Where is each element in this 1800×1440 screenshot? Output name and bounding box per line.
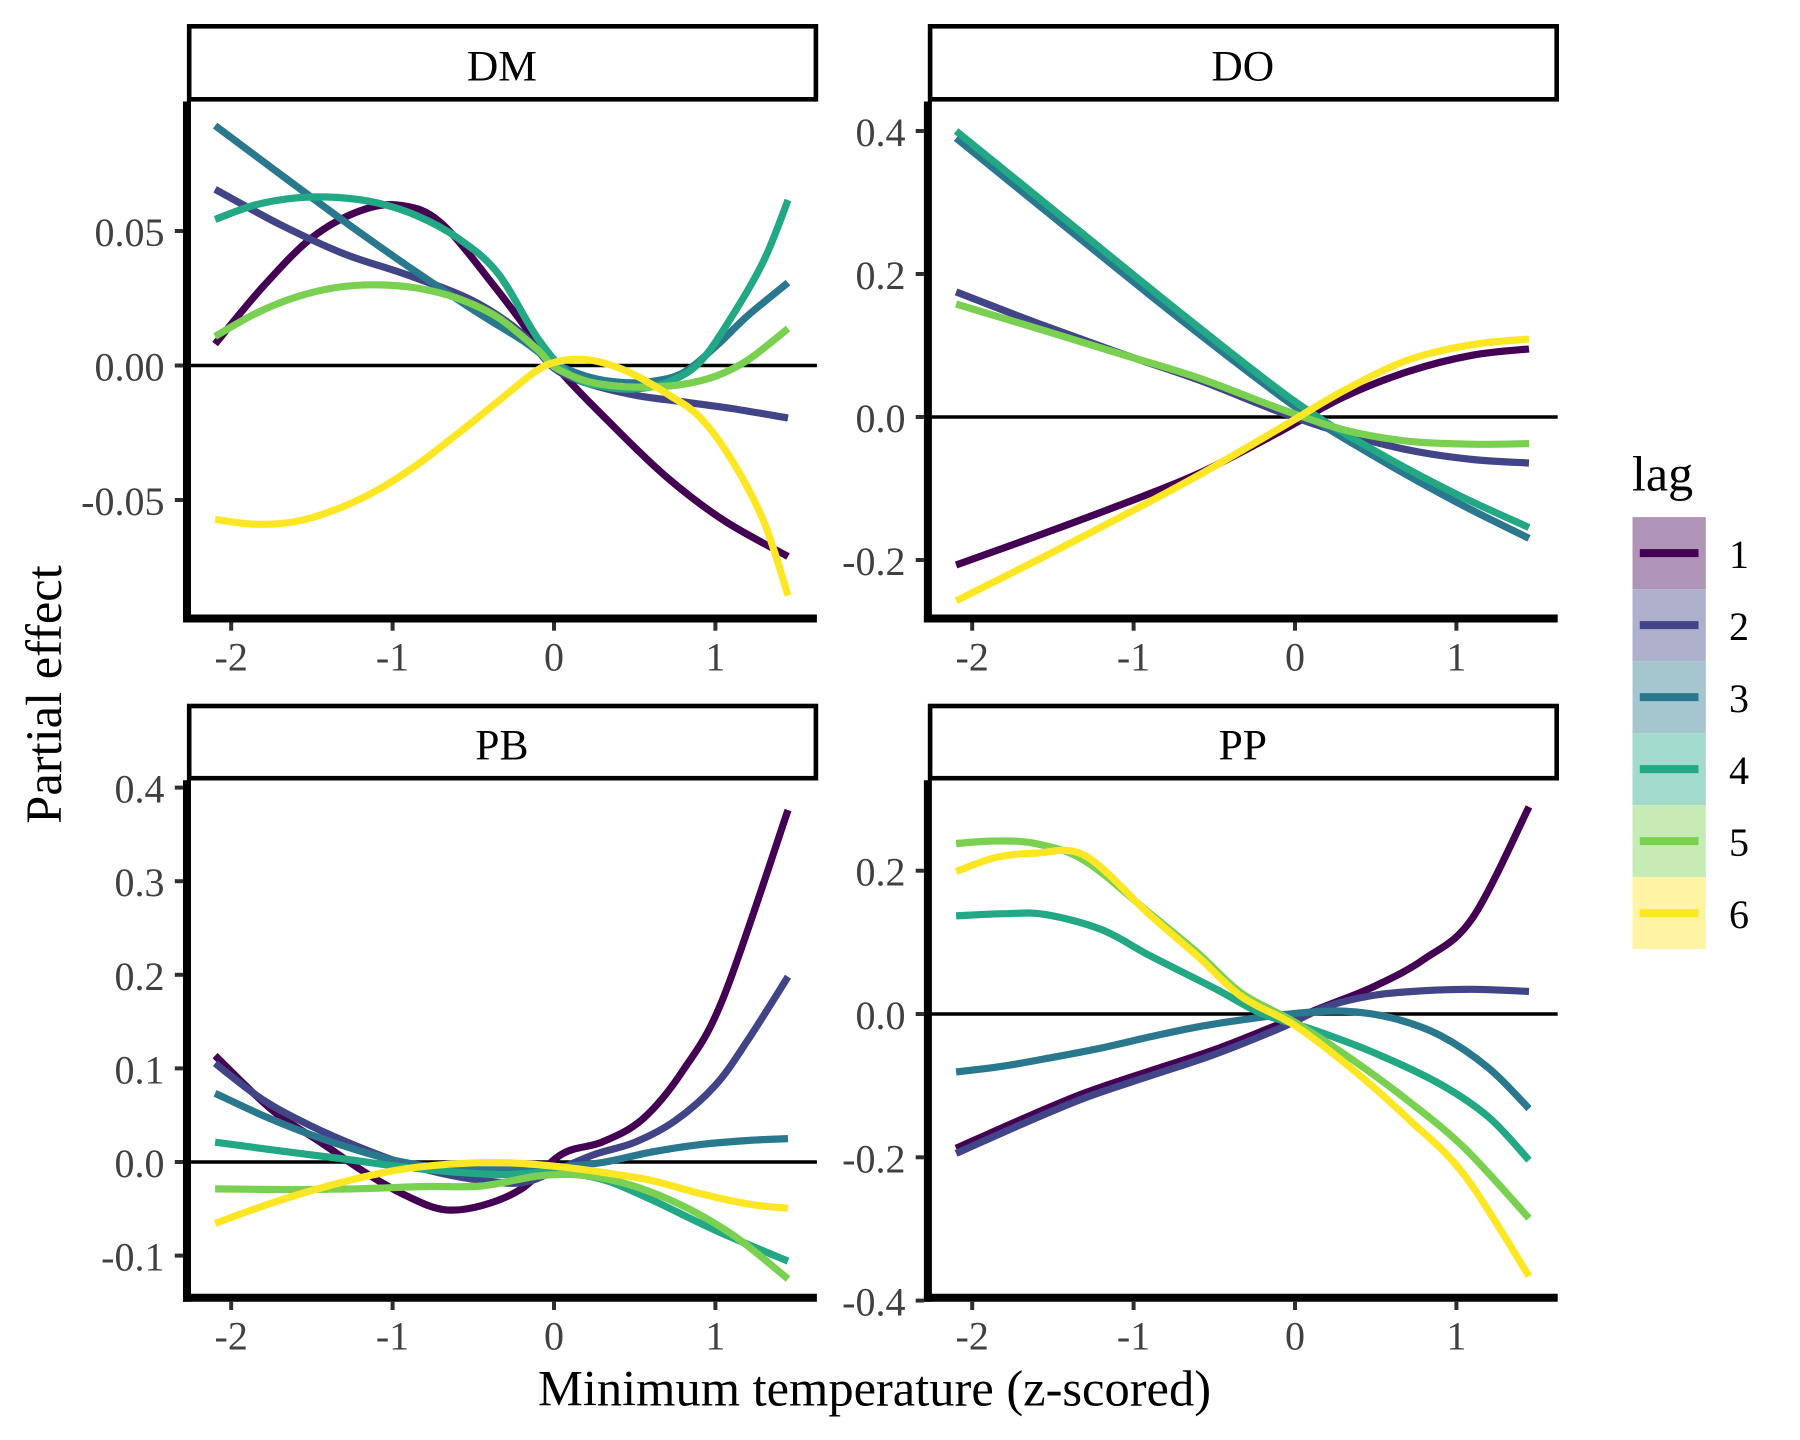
svg-text:-2: -2: [956, 635, 989, 680]
svg-text:0: 0: [544, 1314, 564, 1359]
svg-text:-1: -1: [376, 635, 409, 680]
svg-text:-2: -2: [215, 1314, 248, 1359]
svg-text:0.0: 0.0: [856, 396, 906, 441]
svg-text:-1: -1: [376, 1314, 409, 1359]
svg-text:-0.05: -0.05: [81, 479, 164, 524]
svg-text:0: 0: [544, 635, 564, 680]
svg-text:1: 1: [1446, 1314, 1466, 1359]
svg-text:Minimum temperature (z-scored): Minimum temperature (z-scored): [538, 1361, 1211, 1417]
svg-text:-1: -1: [1117, 1314, 1150, 1359]
svg-text:1: 1: [1446, 635, 1466, 680]
svg-text:-0.2: -0.2: [842, 1136, 905, 1181]
svg-text:4: 4: [1729, 748, 1749, 793]
svg-text:0.4: 0.4: [856, 110, 906, 155]
svg-text:1: 1: [705, 635, 725, 680]
svg-text:-2: -2: [215, 635, 248, 680]
svg-text:1: 1: [705, 1314, 725, 1359]
svg-text:DM: DM: [467, 42, 537, 90]
svg-text:lag: lag: [1632, 446, 1693, 502]
svg-text:-0.4: -0.4: [842, 1280, 905, 1325]
svg-text:-1: -1: [1117, 635, 1150, 680]
svg-text:-0.1: -0.1: [101, 1235, 164, 1280]
svg-text:0.2: 0.2: [856, 850, 906, 895]
svg-text:1: 1: [1729, 532, 1749, 577]
svg-text:3: 3: [1729, 676, 1749, 721]
svg-text:0: 0: [1285, 635, 1305, 680]
svg-text:PP: PP: [1219, 722, 1267, 770]
svg-text:0.2: 0.2: [856, 253, 906, 298]
svg-text:0.2: 0.2: [115, 954, 165, 999]
svg-text:0.0: 0.0: [856, 993, 906, 1038]
svg-text:2: 2: [1729, 604, 1749, 649]
svg-text:-2: -2: [956, 1314, 989, 1359]
svg-text:5: 5: [1729, 820, 1749, 865]
svg-text:0.3: 0.3: [115, 860, 165, 905]
svg-text:-0.2: -0.2: [842, 539, 905, 584]
svg-text:0.00: 0.00: [95, 345, 165, 390]
svg-text:6: 6: [1729, 892, 1749, 937]
svg-text:0: 0: [1285, 1314, 1305, 1359]
svg-text:0.1: 0.1: [115, 1047, 165, 1092]
svg-text:PB: PB: [475, 722, 528, 770]
svg-text:DO: DO: [1211, 42, 1274, 90]
svg-text:0.0: 0.0: [115, 1141, 165, 1186]
svg-text:0.4: 0.4: [115, 767, 165, 812]
svg-text:Partial effect: Partial effect: [16, 565, 72, 823]
svg-text:0.05: 0.05: [95, 210, 165, 255]
